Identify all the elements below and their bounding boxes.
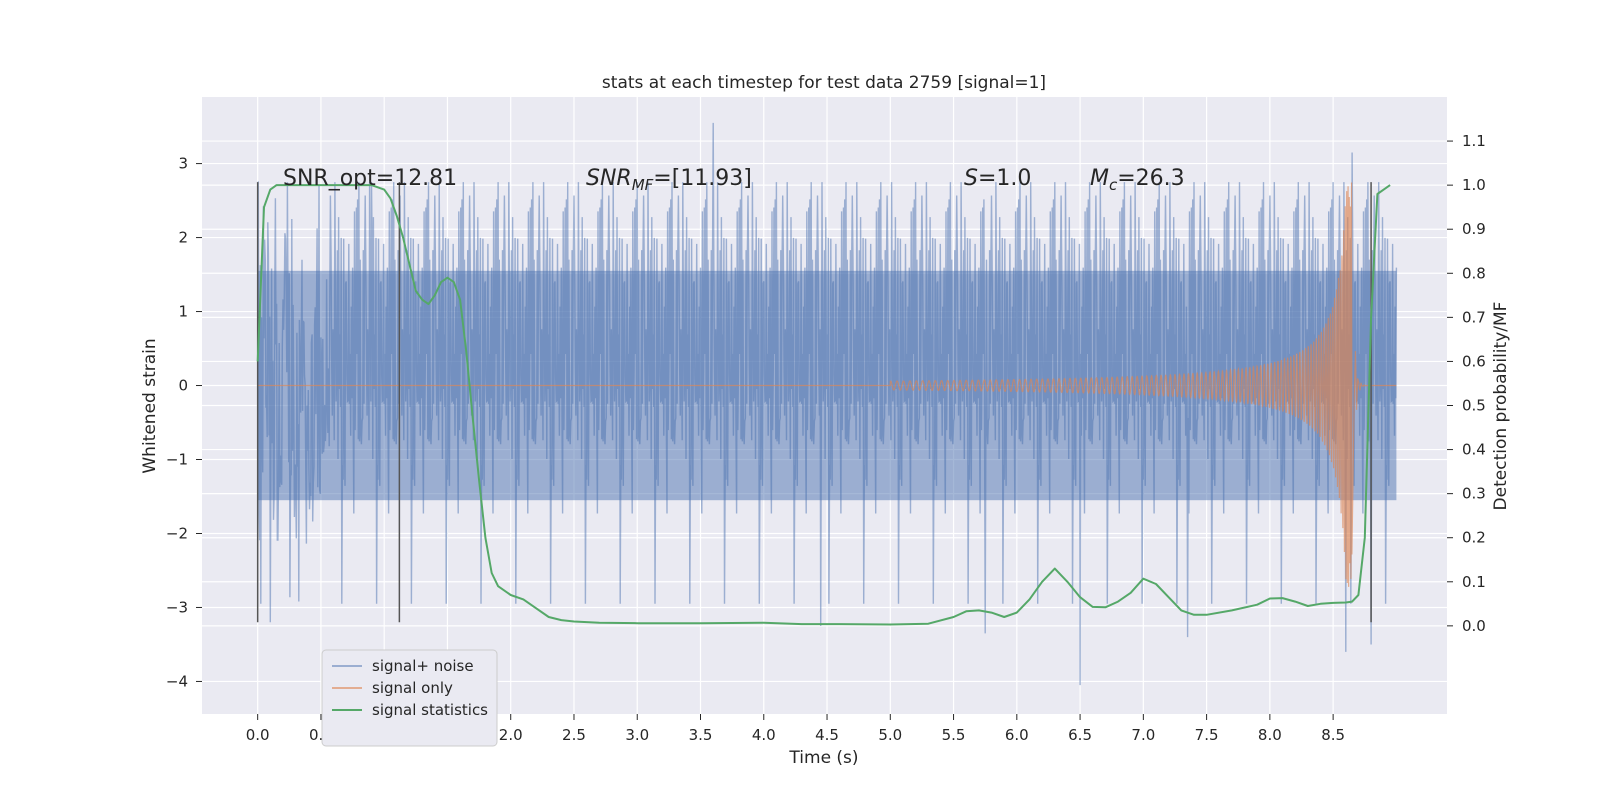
x-tick-label: 3.5	[689, 726, 713, 744]
y-tick-label: −2	[166, 524, 188, 542]
annotation-mc: Mc=26.3	[1090, 166, 1185, 194]
y-axis-ticks: 3 2 1 0 −1 −2 −3 −4	[166, 155, 202, 690]
y-tick-label: −4	[166, 672, 188, 690]
legend-label-signal-statistics: signal statistics	[372, 701, 488, 719]
series-signal-statistics	[256, 184, 1391, 626]
x-tick-label: 6.5	[1068, 726, 1092, 744]
y-tick-label: 3	[178, 155, 188, 173]
chart-title: stats at each timestep for test data 275…	[602, 73, 1046, 93]
series-signal-only	[257, 182, 1397, 587]
y-right-tick-label: 0.6	[1462, 352, 1486, 370]
x-tick-label: 5.0	[878, 726, 902, 744]
x-tick-label: 7.5	[1195, 726, 1219, 744]
x-tick-label: 6.0	[1005, 726, 1029, 744]
annotation-snr-mf: SNRMF=[11.93]	[586, 166, 752, 194]
y-right-tick-label: 0.9	[1462, 220, 1486, 238]
stat-line	[256, 184, 1391, 626]
x-tick-label: 2.0	[499, 726, 523, 744]
legend: signal+ noise signal only signal statist…	[321, 649, 498, 747]
x-tick-label: 0.0	[246, 726, 270, 744]
y-right-tick-label: 0.5	[1462, 397, 1486, 415]
x-tick-label: 4.5	[815, 726, 839, 744]
y-right-tick-label: 1.1	[1462, 132, 1486, 150]
x-tick-label: 8.5	[1321, 726, 1345, 744]
y-right-axis-ticks: 1.1 1.0 0.9 0.8 0.7 0.6 0.5 0.4 0.3 0.2 0.1 0.0	[1447, 132, 1486, 635]
y-right-tick-label: 0.0	[1462, 617, 1486, 635]
y-tick-label: −3	[166, 598, 188, 616]
y-right-tick-label: 0.7	[1462, 308, 1486, 326]
x-tick-label: 5.5	[942, 726, 966, 744]
y-tick-label: −1	[166, 451, 188, 469]
y-right-tick-label: 1.0	[1462, 176, 1486, 194]
annotation-snr-opt: SNR_opt=12.81	[283, 166, 457, 191]
x-tick-label: 3.0	[625, 726, 649, 744]
chirp-trace	[257, 182, 1397, 587]
y-axis-label: Whitened strain	[140, 338, 160, 473]
legend-label-signal-noise: signal+ noise	[372, 657, 474, 675]
x-tick-label: 2.5	[562, 726, 586, 744]
x-tick-label: 8.0	[1258, 726, 1282, 744]
y-tick-label: 2	[178, 229, 188, 247]
y-right-tick-label: 0.8	[1462, 264, 1486, 282]
y-right-tick-label: 0.2	[1462, 529, 1486, 547]
y-tick-label: 1	[178, 303, 188, 321]
vertical-markers	[256, 182, 1372, 623]
y-right-tick-label: 0.3	[1462, 485, 1486, 503]
x-axis-label: Time (s)	[788, 748, 858, 768]
y-tick-label: 0	[178, 377, 188, 395]
x-tick-label: 7.0	[1131, 726, 1155, 744]
legend-box	[321, 649, 498, 747]
y-right-tick-label: 0.4	[1462, 441, 1486, 459]
y-right-axis-label: Detection probability/MF	[1491, 302, 1511, 511]
legend-label-signal-only: signal only	[372, 679, 453, 697]
x-tick-label: 4.0	[752, 726, 776, 744]
annotation-s: S=1.0	[964, 166, 1031, 191]
y-right-tick-label: 0.1	[1462, 573, 1486, 591]
